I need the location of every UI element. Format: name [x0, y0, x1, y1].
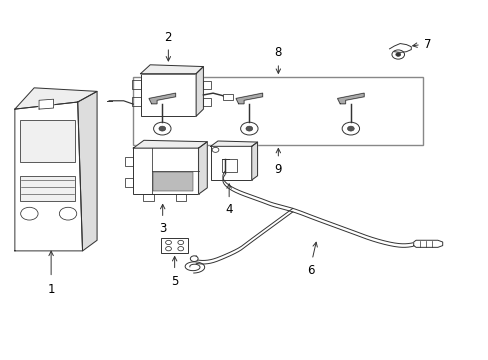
Bar [132, 97, 140, 105]
Polygon shape [149, 93, 175, 104]
Polygon shape [210, 141, 257, 146]
Text: 2: 2 [164, 31, 172, 44]
Bar [20, 120, 75, 162]
Text: 3: 3 [159, 222, 166, 235]
Bar [133, 148, 198, 194]
Circle shape [342, 122, 359, 135]
Bar [203, 81, 211, 89]
Polygon shape [196, 67, 203, 116]
Bar [161, 238, 187, 253]
Circle shape [159, 126, 165, 131]
Circle shape [153, 122, 171, 135]
Circle shape [245, 126, 252, 131]
Text: 1: 1 [47, 283, 55, 296]
Polygon shape [15, 102, 82, 251]
Bar [140, 74, 196, 116]
Bar [210, 146, 251, 180]
Bar [133, 77, 423, 145]
Bar [223, 94, 233, 100]
Circle shape [59, 207, 77, 220]
Polygon shape [236, 93, 262, 104]
Bar [132, 80, 140, 89]
Polygon shape [39, 99, 53, 109]
Polygon shape [15, 88, 97, 109]
Text: 7: 7 [424, 38, 431, 51]
Circle shape [395, 53, 400, 56]
Polygon shape [413, 240, 442, 247]
Bar [203, 98, 211, 105]
Text: 4: 4 [225, 203, 232, 216]
Bar [124, 157, 133, 166]
Polygon shape [140, 65, 203, 74]
Polygon shape [251, 142, 257, 180]
Bar [153, 172, 193, 192]
Text: 6: 6 [307, 264, 314, 277]
Polygon shape [337, 93, 364, 104]
Circle shape [240, 122, 258, 135]
Bar [175, 194, 186, 201]
Text: 5: 5 [171, 275, 178, 288]
Text: 8: 8 [274, 46, 282, 59]
Bar [20, 176, 75, 201]
Circle shape [20, 207, 38, 220]
Polygon shape [78, 91, 97, 251]
Text: 9: 9 [274, 163, 282, 176]
Polygon shape [133, 140, 207, 148]
Bar [222, 159, 236, 172]
Polygon shape [389, 44, 410, 53]
Circle shape [347, 126, 353, 131]
Polygon shape [198, 142, 207, 194]
Bar [124, 179, 133, 187]
Circle shape [190, 256, 198, 261]
Circle shape [391, 50, 404, 59]
Bar [143, 194, 153, 201]
